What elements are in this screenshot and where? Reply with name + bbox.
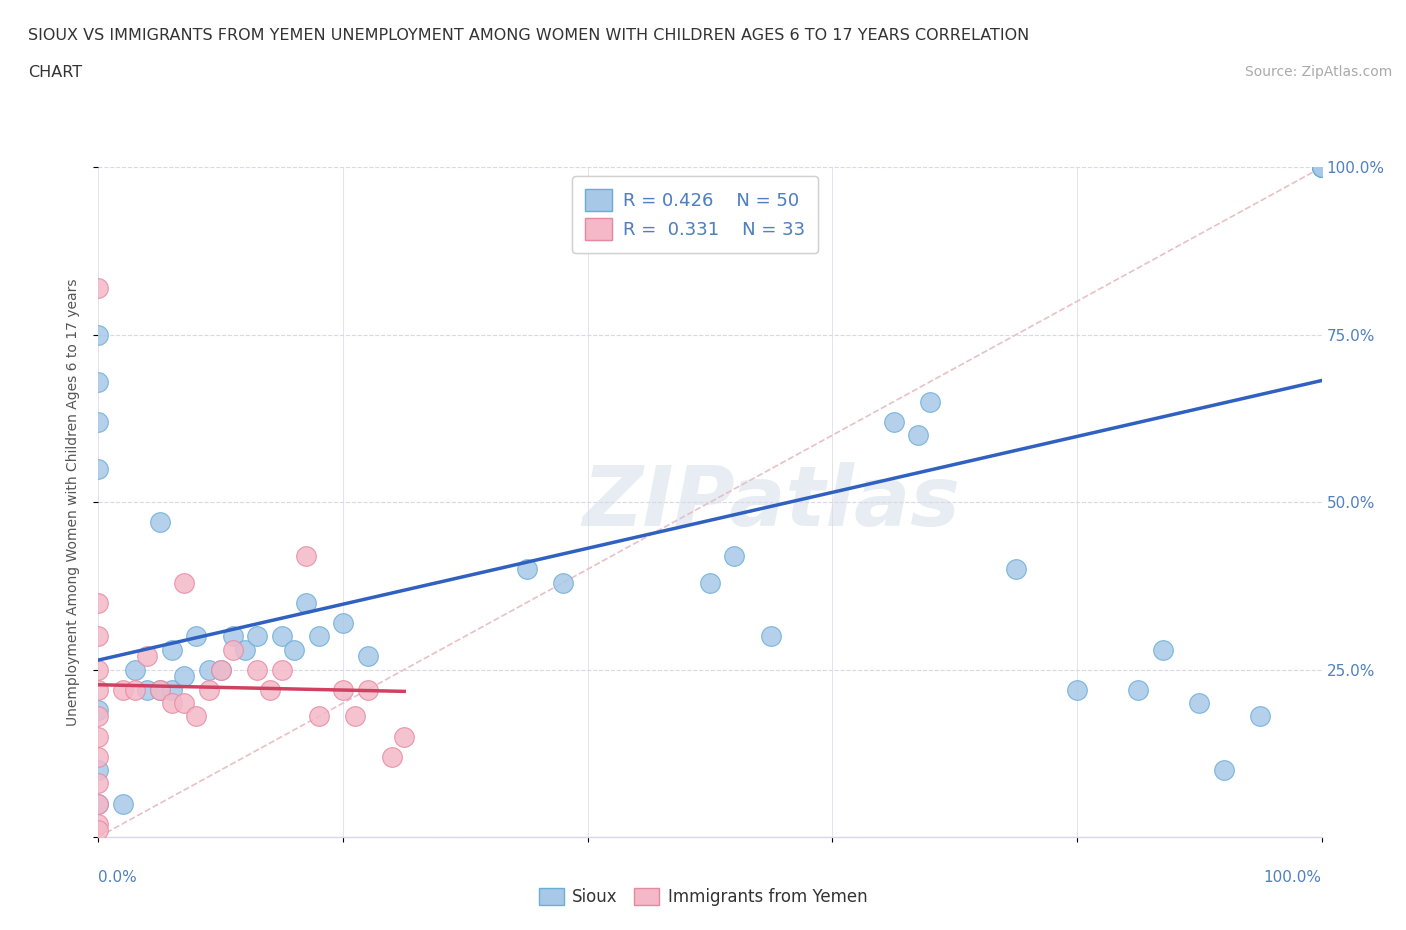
Point (920, 394, 942, 409)
Point (197, 662, 219, 677)
Text: Source: ZipAtlas.com: Source: ZipAtlas.com (1244, 65, 1392, 79)
Point (1004, 562, 1026, 577)
Point (332, 683, 354, 698)
Point (209, 662, 232, 677)
Point (295, 549, 318, 564)
Point (233, 642, 256, 657)
Point (883, 415, 905, 430)
Point (1066, 683, 1088, 698)
Point (1310, 160, 1333, 175)
Text: CHART: CHART (28, 65, 82, 80)
Point (308, 629, 330, 644)
Point (344, 709, 367, 724)
Point (87, 796, 110, 811)
Point (553, 575, 575, 590)
Point (283, 642, 305, 657)
Point (186, 709, 208, 724)
Point (259, 683, 281, 698)
Text: 0.0%: 0.0% (98, 870, 138, 885)
Point (111, 683, 134, 698)
Point (308, 709, 330, 724)
Point (136, 683, 159, 698)
Point (87, 709, 110, 724)
Point (1310, 160, 1333, 175)
Point (87, 823, 110, 838)
Point (87, 415, 110, 430)
Point (87, 662, 110, 677)
Legend: Sioux, Immigrants from Yemen: Sioux, Immigrants from Yemen (531, 881, 875, 912)
Point (699, 575, 721, 590)
Point (124, 662, 146, 677)
Point (1152, 642, 1174, 657)
Point (246, 662, 269, 677)
Point (270, 629, 294, 644)
Point (87, 750, 110, 764)
Point (392, 729, 416, 744)
Point (136, 649, 159, 664)
Point (87, 629, 110, 644)
Point (160, 642, 183, 657)
Point (173, 696, 195, 711)
Point (332, 616, 354, 631)
Point (87, 461, 110, 476)
Point (246, 629, 269, 644)
Point (356, 649, 378, 664)
Point (381, 750, 404, 764)
Text: 100.0%: 100.0% (1264, 870, 1322, 885)
Point (1212, 763, 1234, 777)
Point (222, 642, 245, 657)
Point (87, 763, 110, 777)
Point (111, 796, 134, 811)
Point (197, 683, 219, 698)
Point (160, 683, 183, 698)
Point (87, 327, 110, 342)
Point (761, 629, 783, 644)
Point (1310, 160, 1333, 175)
Point (1310, 160, 1333, 175)
Point (1310, 160, 1333, 175)
Point (515, 562, 537, 577)
Point (356, 683, 378, 698)
Point (149, 683, 172, 698)
Point (87, 729, 110, 744)
Point (209, 662, 232, 677)
Point (222, 629, 245, 644)
Point (87, 281, 110, 296)
Point (270, 662, 294, 677)
Point (87, 776, 110, 790)
Point (87, 796, 110, 811)
Point (87, 374, 110, 389)
Point (1310, 160, 1333, 175)
Point (1310, 160, 1333, 175)
Point (295, 595, 318, 610)
Point (1188, 696, 1211, 711)
Point (149, 683, 172, 698)
Point (1249, 709, 1271, 724)
Point (173, 669, 195, 684)
Point (87, 683, 110, 698)
Point (87, 702, 110, 717)
Text: SIOUX VS IMMIGRANTS FROM YEMEN UNEMPLOYMENT AMONG WOMEN WITH CHILDREN AGES 6 TO : SIOUX VS IMMIGRANTS FROM YEMEN UNEMPLOYM… (28, 28, 1029, 43)
Point (87, 595, 110, 610)
Point (1128, 683, 1150, 698)
Point (87, 817, 110, 831)
Legend: R = 0.426    N = 50, R =  0.331    N = 33: R = 0.426 N = 50, R = 0.331 N = 33 (572, 177, 818, 253)
Point (723, 549, 745, 564)
Point (173, 575, 195, 590)
Text: ZIPatlas: ZIPatlas (582, 461, 960, 543)
Point (907, 428, 929, 443)
Point (1310, 160, 1333, 175)
Point (186, 629, 208, 644)
Point (149, 515, 172, 530)
Point (160, 696, 183, 711)
Point (124, 683, 146, 698)
Y-axis label: Unemployment Among Women with Children Ages 6 to 17 years: Unemployment Among Women with Children A… (66, 278, 80, 726)
